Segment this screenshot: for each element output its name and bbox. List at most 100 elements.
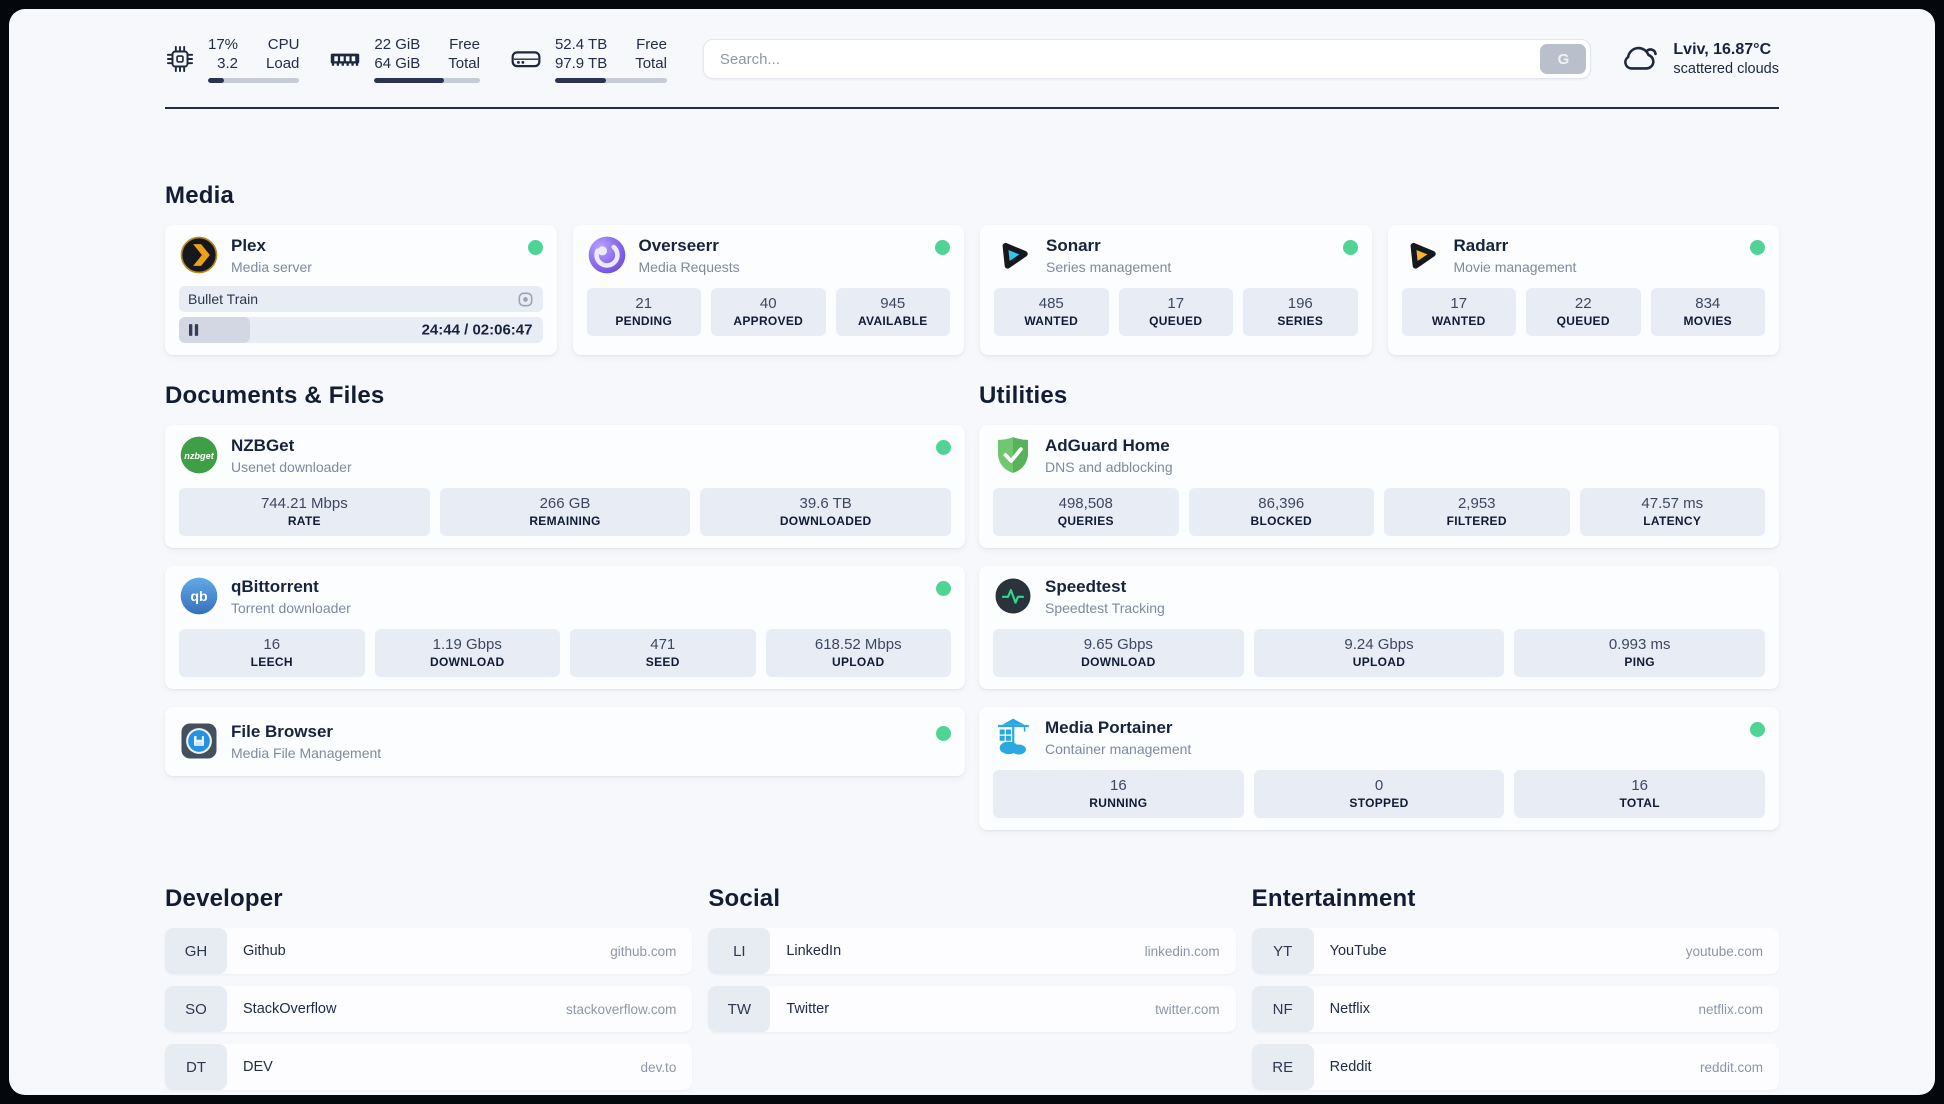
- bookmark-url: stackoverflow.com: [566, 1001, 677, 1017]
- memory-progress-bar: [374, 78, 480, 83]
- now-playing-title: Bullet Train: [188, 291, 259, 307]
- now-playing-row: Bullet Train: [179, 286, 543, 312]
- cpu-widget: 17% 3.2 CPU Load: [165, 35, 300, 83]
- section-header-utilities: Utilities: [979, 382, 1068, 409]
- top-bar: 17% 3.2 CPU Load: [165, 35, 1779, 83]
- stat-filtered: 2,953 FILTERED: [1384, 488, 1570, 536]
- speedtest-pulse-icon: [993, 576, 1033, 616]
- service-name: qBittorrent: [231, 577, 319, 596]
- bookmark-abbr: GH: [165, 928, 227, 974]
- portainer-crane-icon: [993, 717, 1033, 757]
- playback-progress-row: 24:44 / 02:06:47: [179, 317, 543, 343]
- weather-widget[interactable]: Lviv, 16.87°C scattered clouds: [1619, 38, 1779, 81]
- bookmark-github[interactable]: GH Github github.com: [165, 928, 693, 974]
- stat-available: 945 AVAILABLE: [835, 288, 950, 336]
- stat-upload: 618.52 Mbps UPLOAD: [765, 629, 951, 677]
- bookmark-group-social: Social LI LinkedIn linkedin.com TW Twitt…: [708, 884, 1236, 1032]
- memory-total-value: 64 GiB: [374, 55, 421, 72]
- section-header-media: Media: [165, 182, 235, 209]
- section-utilities: Utilities: [979, 381, 1779, 830]
- service-card-overseerr[interactable]: Overseerr Media Requests 21 PENDING 40 A…: [572, 225, 964, 355]
- bookmark-twitter[interactable]: TW Twitter twitter.com: [708, 986, 1236, 1032]
- cpu-usage-value: 17%: [208, 36, 239, 53]
- section-header-social: Social: [708, 885, 781, 912]
- service-card-filebrowser[interactable]: File Browser Media File Management: [165, 707, 965, 776]
- cpu-load-value: 3.2: [217, 55, 239, 72]
- viewfinder-icon[interactable]: [517, 291, 534, 308]
- status-dot: [935, 240, 950, 255]
- service-card-adguard[interactable]: AdGuard Home DNS and adblocking 498,508 …: [979, 425, 1779, 548]
- pause-icon[interactable]: [189, 324, 199, 336]
- svg-text:qb: qb: [190, 589, 208, 605]
- stat-downloaded: 39.6 TB DOWNLOADED: [700, 488, 952, 536]
- bookmark-abbr: DT: [165, 1044, 227, 1090]
- plex-icon: [179, 235, 219, 275]
- sonarr-icon: [994, 235, 1034, 275]
- service-card-qbittorrent[interactable]: qb qBittorrent Torrent downloader 16 LEE…: [165, 566, 965, 689]
- stat-series: 196 SERIES: [1243, 288, 1358, 336]
- service-card-radarr[interactable]: Radarr Movie management 17 WANTED 22 QUE…: [1387, 225, 1779, 355]
- service-card-plex[interactable]: Plex Media server Bullet Train: [165, 225, 557, 355]
- status-dot: [1750, 240, 1765, 255]
- stat-total: 16 TOTAL: [1514, 770, 1766, 818]
- status-dot: [936, 440, 951, 455]
- bookmark-abbr: LI: [708, 928, 771, 974]
- cpu-load-label: Load: [266, 55, 300, 72]
- bookmark-name: LinkedIn: [786, 943, 842, 959]
- cpu-progress-bar: [208, 78, 300, 83]
- stat-rate: 744.21 Mbps RATE: [179, 488, 430, 536]
- bookmark-reddit[interactable]: RE Reddit reddit.com: [1251, 1044, 1779, 1090]
- bookmark-dev[interactable]: DT DEV dev.to: [165, 1044, 693, 1090]
- stat-wanted: 17 WANTED: [1401, 288, 1516, 336]
- bookmark-stackoverflow[interactable]: SO StackOverflow stackoverflow.com: [165, 986, 693, 1032]
- stat-queued: 17 QUEUED: [1118, 288, 1233, 336]
- overseerr-icon: [587, 235, 627, 275]
- bookmark-url: youtube.com: [1685, 943, 1763, 959]
- stat-latency: 47.57 ms LATENCY: [1579, 488, 1765, 536]
- memory-icon: [329, 43, 361, 75]
- bookmark-url: linkedin.com: [1144, 943, 1220, 959]
- search-input[interactable]: [702, 39, 1592, 79]
- bookmark-name: Github: [243, 943, 286, 959]
- service-desc: Media Requests: [638, 259, 740, 275]
- section-documents: Documents & Files nzbget NZBGet U: [165, 381, 965, 776]
- middle-columns: Documents & Files nzbget NZBGet U: [165, 381, 1779, 830]
- bookmark-netflix[interactable]: NF Netflix netflix.com: [1251, 986, 1779, 1032]
- stat-running: 16 RUNNING: [993, 770, 1244, 818]
- bookmark-url: twitter.com: [1155, 1001, 1220, 1017]
- service-card-speedtest[interactable]: Speedtest Speedtest Tracking 9.65 Gbps D…: [979, 566, 1779, 689]
- filebrowser-icon: [179, 721, 219, 761]
- bookmark-linkedin[interactable]: LI LinkedIn linkedin.com: [708, 928, 1236, 974]
- section-header-entertainment: Entertainment: [1251, 885, 1416, 912]
- service-desc: Container management: [1045, 741, 1192, 757]
- search-provider-button[interactable]: G: [1540, 44, 1587, 74]
- service-card-portainer[interactable]: Media Portainer Container management 16 …: [979, 707, 1779, 830]
- memory-widget: 22 GiB 64 GiB Free Total: [329, 35, 480, 83]
- disk-widget: 52.4 TB 97.9 TB Free Total: [510, 35, 667, 83]
- status-dot: [527, 240, 543, 255]
- stat-upload: 9.24 Gbps UPLOAD: [1253, 629, 1505, 677]
- bookmark-group-entertainment: Entertainment YT YouTube youtube.com NF …: [1251, 884, 1779, 1090]
- service-card-nzbget[interactable]: nzbget NZBGet Usenet downloader 744.21 M…: [165, 425, 965, 548]
- service-name: AdGuard Home: [1045, 436, 1170, 455]
- bookmark-name: YouTube: [1329, 943, 1387, 959]
- service-desc: Speedtest Tracking: [1045, 600, 1165, 616]
- bookmark-youtube[interactable]: YT YouTube youtube.com: [1251, 928, 1779, 974]
- radarr-icon: [1402, 235, 1442, 275]
- service-desc: DNS and adblocking: [1045, 459, 1173, 475]
- service-card-sonarr[interactable]: Sonarr Series management 485 WANTED 17 Q…: [980, 225, 1372, 355]
- cpu-progress-fill: [208, 78, 224, 83]
- stat-seed: 471 SEED: [570, 629, 756, 677]
- disk-progress-bar: [554, 78, 667, 83]
- bookmark-name: DEV: [243, 1059, 273, 1075]
- disk-icon: [510, 43, 542, 75]
- topbar-divider: [165, 107, 1779, 109]
- stat-queued: 22 QUEUED: [1526, 288, 1641, 336]
- bookmark-abbr: YT: [1251, 928, 1314, 974]
- status-dot: [936, 581, 951, 596]
- bookmark-url: reddit.com: [1699, 1059, 1763, 1075]
- weather-condition: scattered clouds: [1673, 61, 1779, 77]
- stat-approved: 40 APPROVED: [711, 288, 826, 336]
- disk-free-value: 52.4 TB: [554, 36, 608, 53]
- stat-stopped: 0 STOPPED: [1253, 770, 1505, 818]
